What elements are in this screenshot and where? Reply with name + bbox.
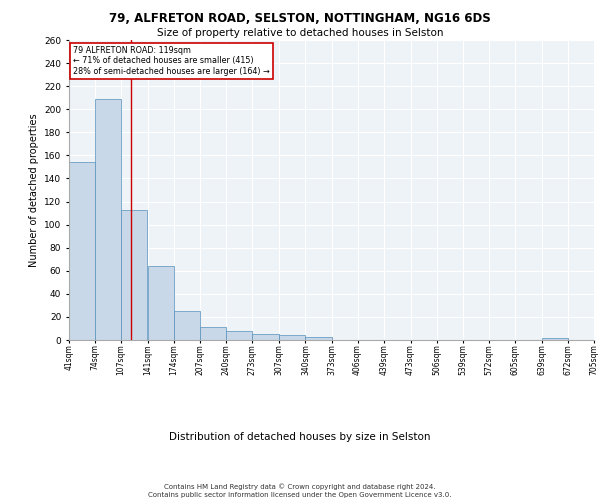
Text: Contains HM Land Registry data © Crown copyright and database right 2024.
Contai: Contains HM Land Registry data © Crown c… bbox=[148, 484, 452, 498]
Bar bbox=[174, 311, 200, 340]
Y-axis label: Number of detached properties: Number of detached properties bbox=[29, 113, 38, 267]
Text: Size of property relative to detached houses in Selston: Size of property relative to detached ho… bbox=[157, 28, 443, 38]
Bar bbox=[305, 336, 331, 340]
Bar bbox=[594, 338, 600, 340]
Bar bbox=[148, 266, 174, 340]
Bar bbox=[253, 334, 278, 340]
Bar bbox=[69, 162, 95, 340]
Text: 79, ALFRETON ROAD, SELSTON, NOTTINGHAM, NG16 6DS: 79, ALFRETON ROAD, SELSTON, NOTTINGHAM, … bbox=[109, 12, 491, 26]
Bar bbox=[121, 210, 147, 340]
Bar bbox=[542, 338, 568, 340]
Bar bbox=[200, 328, 226, 340]
Text: Distribution of detached houses by size in Selston: Distribution of detached houses by size … bbox=[169, 432, 431, 442]
Bar bbox=[280, 336, 305, 340]
Text: 79 ALFRETON ROAD: 119sqm
← 71% of detached houses are smaller (415)
28% of semi-: 79 ALFRETON ROAD: 119sqm ← 71% of detach… bbox=[73, 46, 270, 76]
Bar bbox=[226, 331, 253, 340]
Bar bbox=[95, 99, 121, 340]
